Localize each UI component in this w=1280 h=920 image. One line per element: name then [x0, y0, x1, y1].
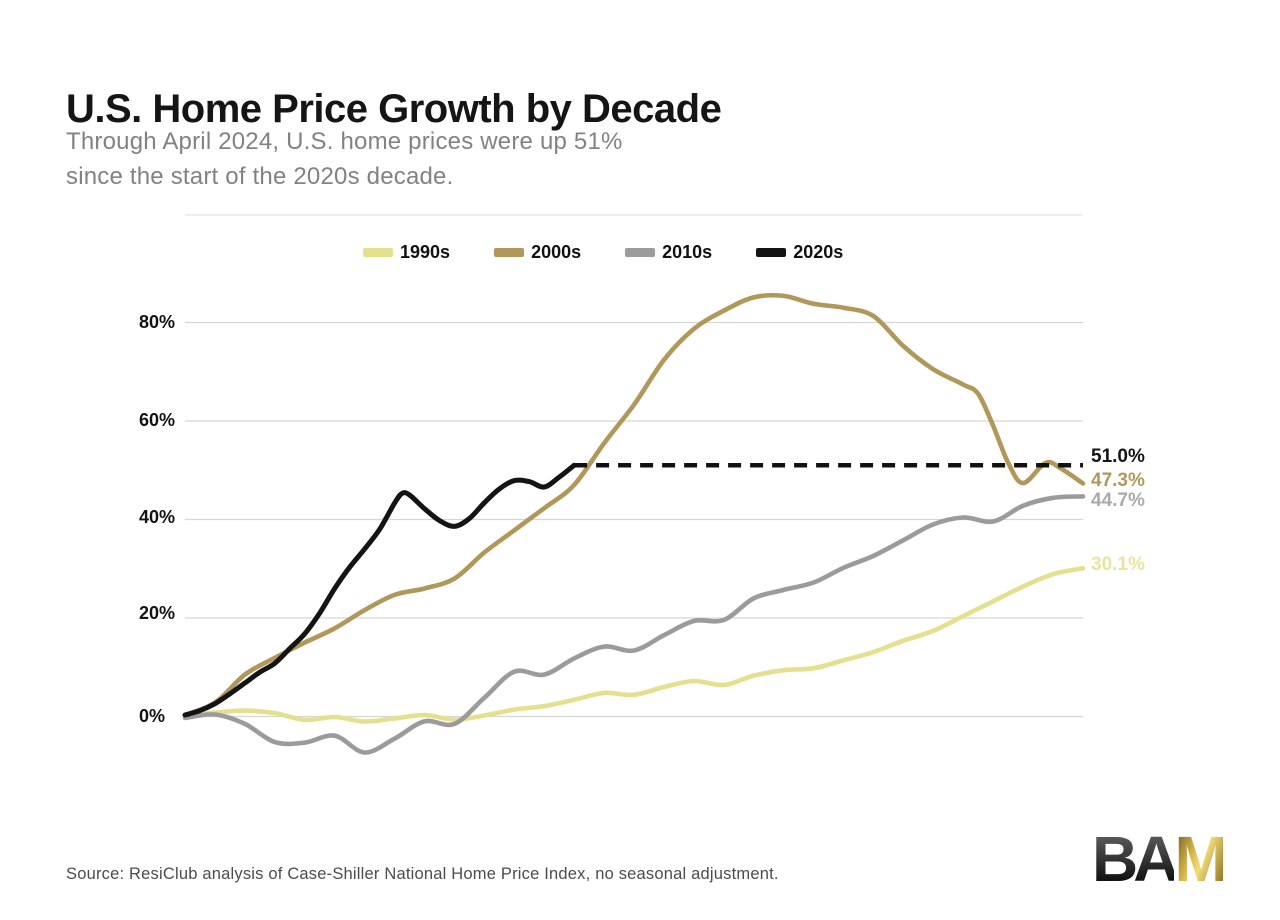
legend-label-2020s: 2020s: [793, 242, 844, 262]
legend-swatch-2020s: [756, 248, 787, 257]
legend-swatch-1990s: [363, 248, 393, 257]
legend-label-2000s: 2000s: [531, 242, 582, 262]
page-subtitle: Through April 2024, U.S. home prices wer…: [66, 128, 623, 190]
logo-text-dark: BA: [1092, 823, 1179, 895]
y-axis-label-0: 0%: [139, 706, 166, 726]
y-axis-label-20: 20%: [139, 603, 176, 623]
bam-logo: BAM: [1092, 827, 1228, 891]
source-note: Source: ResiClub analysis of Case-Shille…: [66, 865, 779, 883]
page-title: U.S. Home Price Growth by Decade: [66, 86, 722, 131]
legend-item-2000s: 2000s: [494, 242, 581, 263]
legend-item-1990s: 1990s: [363, 242, 450, 263]
legend-label-2010s: 2010s: [662, 242, 713, 262]
legend-item-2010s: 2010s: [625, 242, 712, 263]
legend-label-1990s: 1990s: [400, 242, 451, 262]
series-end-label-2010s: 44.7%: [1091, 490, 1145, 511]
legend-item-2020s: 2020s: [756, 242, 843, 263]
y-axis-label-80: 80%: [139, 312, 176, 332]
reference-value-label-2020s: 51.0%: [1091, 446, 1145, 467]
logo-text-gold: M: [1174, 823, 1227, 895]
chart-legend: 1990s 2000s 2010s 2020s: [363, 242, 843, 263]
y-axis-label-60: 60%: [139, 410, 176, 430]
legend-swatch-2010s: [625, 248, 656, 257]
series-end-label-1990s: 30.1%: [1091, 554, 1145, 575]
legend-swatch-2000s: [494, 248, 525, 257]
series-end-label-2000s: 47.3%: [1091, 470, 1145, 491]
y-axis-label-40: 40%: [139, 507, 176, 527]
